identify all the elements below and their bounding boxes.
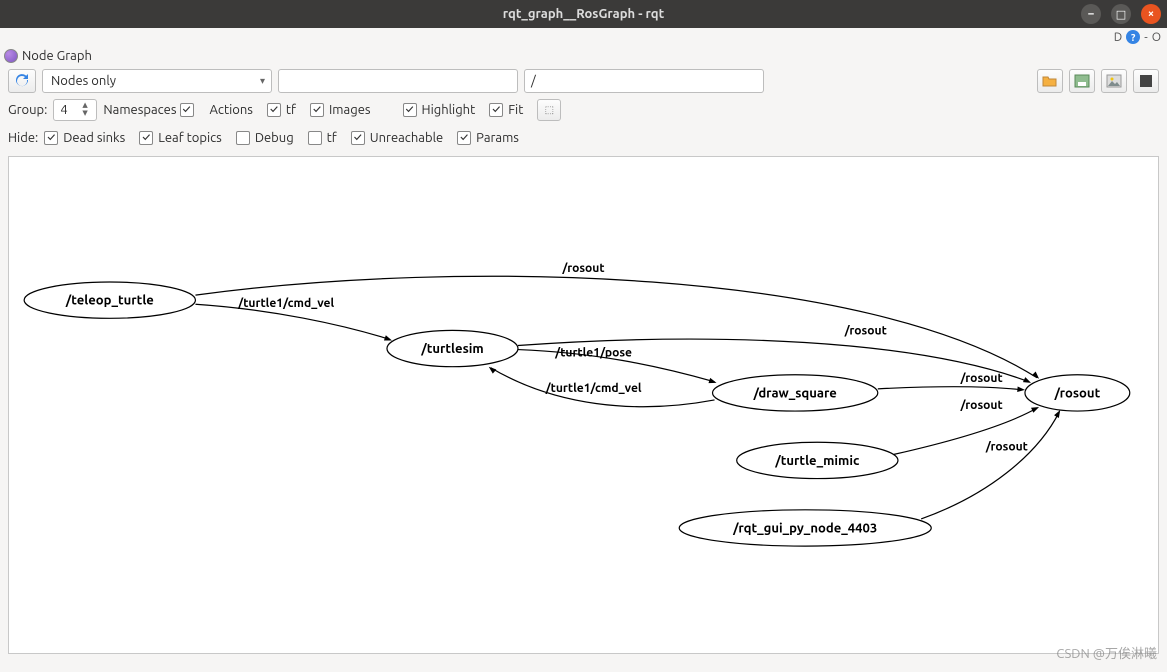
debug-checkbox[interactable]: [236, 131, 250, 145]
options-row-group: Group: 4 ▲▼ Namespaces Actions tf Images…: [0, 96, 1167, 124]
edge-label: /rosout: [960, 372, 1003, 385]
filter-2-value: /: [531, 74, 536, 88]
leaf-topics-option[interactable]: Leaf topics: [139, 131, 222, 145]
leaf-topics-checkbox[interactable]: [139, 131, 153, 145]
group-spinner[interactable]: 4 ▲▼: [53, 99, 97, 121]
tf1-label: tf: [286, 103, 296, 117]
group-value: 4: [60, 103, 67, 117]
save-image-button[interactable]: [1101, 69, 1127, 93]
node-label-turtlesim: /turtlesim: [420, 342, 483, 356]
rqt-menubar: D ? - O: [0, 28, 1167, 46]
fit-option[interactable]: Fit: [489, 103, 523, 117]
dead-sinks-option[interactable]: Dead sinks: [44, 131, 125, 145]
close-button[interactable]: ×: [1141, 4, 1161, 24]
highlight-option[interactable]: Highlight: [403, 103, 476, 117]
view-mode-value: Nodes only: [51, 74, 116, 88]
fit-view-button[interactable]: [1133, 69, 1159, 93]
edge-label: /rosout: [985, 440, 1028, 453]
edge-label: /rosout: [960, 399, 1003, 412]
edge-label: /rosout: [561, 262, 604, 275]
rqt-logo-icon: [4, 49, 18, 63]
panel-title: Node Graph: [22, 49, 92, 63]
images-label: Images: [329, 103, 371, 117]
dead-sinks-label: Dead sinks: [63, 131, 125, 145]
tf-option-1[interactable]: tf: [267, 103, 296, 117]
fit-label: Fit: [508, 103, 523, 117]
unreachable-label: Unreachable: [370, 131, 443, 145]
namespaces-option[interactable]: Namespaces: [103, 103, 195, 117]
spinner-arrows-icon[interactable]: ▲▼: [82, 101, 94, 119]
reload-button[interactable]: [8, 69, 36, 93]
params-checkbox[interactable]: [457, 131, 471, 145]
edge-label: /turtle1/cmd_vel: [237, 296, 334, 310]
view-mode-select[interactable]: Nodes only: [42, 69, 272, 93]
ros-graph-svg: /turtle1/cmd_vel/rosout/rosout/turtle1/p…: [9, 157, 1158, 653]
graph-canvas[interactable]: /turtle1/cmd_vel/rosout/rosout/turtle1/p…: [8, 156, 1159, 654]
highlight-label: Highlight: [422, 103, 476, 117]
maximize-button[interactable]: □: [1111, 4, 1131, 24]
debug-label: Debug: [255, 131, 294, 145]
toolbar-row-1: Nodes only /: [0, 66, 1167, 96]
titlebar: rqt_graph__RosGraph - rqt – □ ×: [0, 0, 1167, 28]
params-label: Params: [476, 131, 519, 145]
menubar-o[interactable]: O: [1152, 31, 1161, 44]
fit-icon: [1139, 74, 1153, 88]
options-row-hide: Hide: Dead sinks Leaf topics Debug tf Un…: [0, 124, 1167, 152]
open-button[interactable]: [1037, 69, 1063, 93]
node-label-turtle_mimic: /turtle_mimic: [774, 454, 860, 468]
options-expand-button[interactable]: ⬚: [537, 99, 561, 121]
help-icon[interactable]: ?: [1126, 30, 1140, 44]
dead-sinks-checkbox[interactable]: [44, 131, 58, 145]
reload-icon: [14, 73, 30, 89]
tf2-label: tf: [327, 131, 337, 145]
save-button[interactable]: [1069, 69, 1095, 93]
edge-teleop_turtle-rosout: [195, 276, 1037, 378]
window-controls: – □ ×: [1081, 0, 1161, 28]
edge-label: /turtle1/cmd_vel: [545, 381, 642, 395]
node-label-teleop_turtle: /teleop_turtle: [65, 294, 154, 308]
edge-draw_square-rosout: [878, 387, 1023, 390]
namespaces-label: Namespaces: [103, 103, 176, 117]
save-icon: [1074, 74, 1090, 88]
menubar-d[interactable]: D: [1114, 31, 1122, 44]
folder-open-icon: [1042, 74, 1058, 88]
filter-input-1[interactable]: [278, 69, 518, 93]
actions-label: Actions: [210, 103, 253, 117]
actions-option[interactable]: Actions: [210, 103, 253, 117]
highlight-checkbox[interactable]: [403, 103, 417, 117]
image-icon: [1106, 74, 1122, 88]
filter-input-2[interactable]: /: [524, 69, 764, 93]
images-checkbox[interactable]: [310, 103, 324, 117]
fit-checkbox[interactable]: [489, 103, 503, 117]
debug-option[interactable]: Debug: [236, 131, 294, 145]
unreachable-checkbox[interactable]: [351, 131, 365, 145]
edge-label: /rosout: [844, 324, 887, 337]
window-title: rqt_graph__RosGraph - rqt: [503, 7, 664, 21]
panel-header: Node Graph: [0, 46, 1167, 66]
images-option[interactable]: Images: [310, 103, 371, 117]
tf-option-2[interactable]: tf: [308, 131, 337, 145]
menubar-dash[interactable]: -: [1144, 31, 1147, 44]
hide-label: Hide:: [8, 131, 38, 145]
leaf-topics-label: Leaf topics: [158, 131, 222, 145]
node-label-rqt_gui: /rqt_gui_py_node_4403: [732, 521, 877, 535]
unreachable-option[interactable]: Unreachable: [351, 131, 443, 145]
tf1-checkbox[interactable]: [267, 103, 281, 117]
node-label-rosout: /rosout: [1054, 386, 1101, 400]
params-option[interactable]: Params: [457, 131, 519, 145]
edge-label: /turtle1/pose: [554, 346, 632, 360]
namespaces-checkbox[interactable]: [180, 103, 194, 117]
tf2-checkbox[interactable]: [308, 131, 322, 145]
group-label: Group:: [8, 103, 47, 117]
minimize-button[interactable]: –: [1081, 4, 1101, 24]
node-label-draw_square: /draw_square: [752, 386, 836, 400]
